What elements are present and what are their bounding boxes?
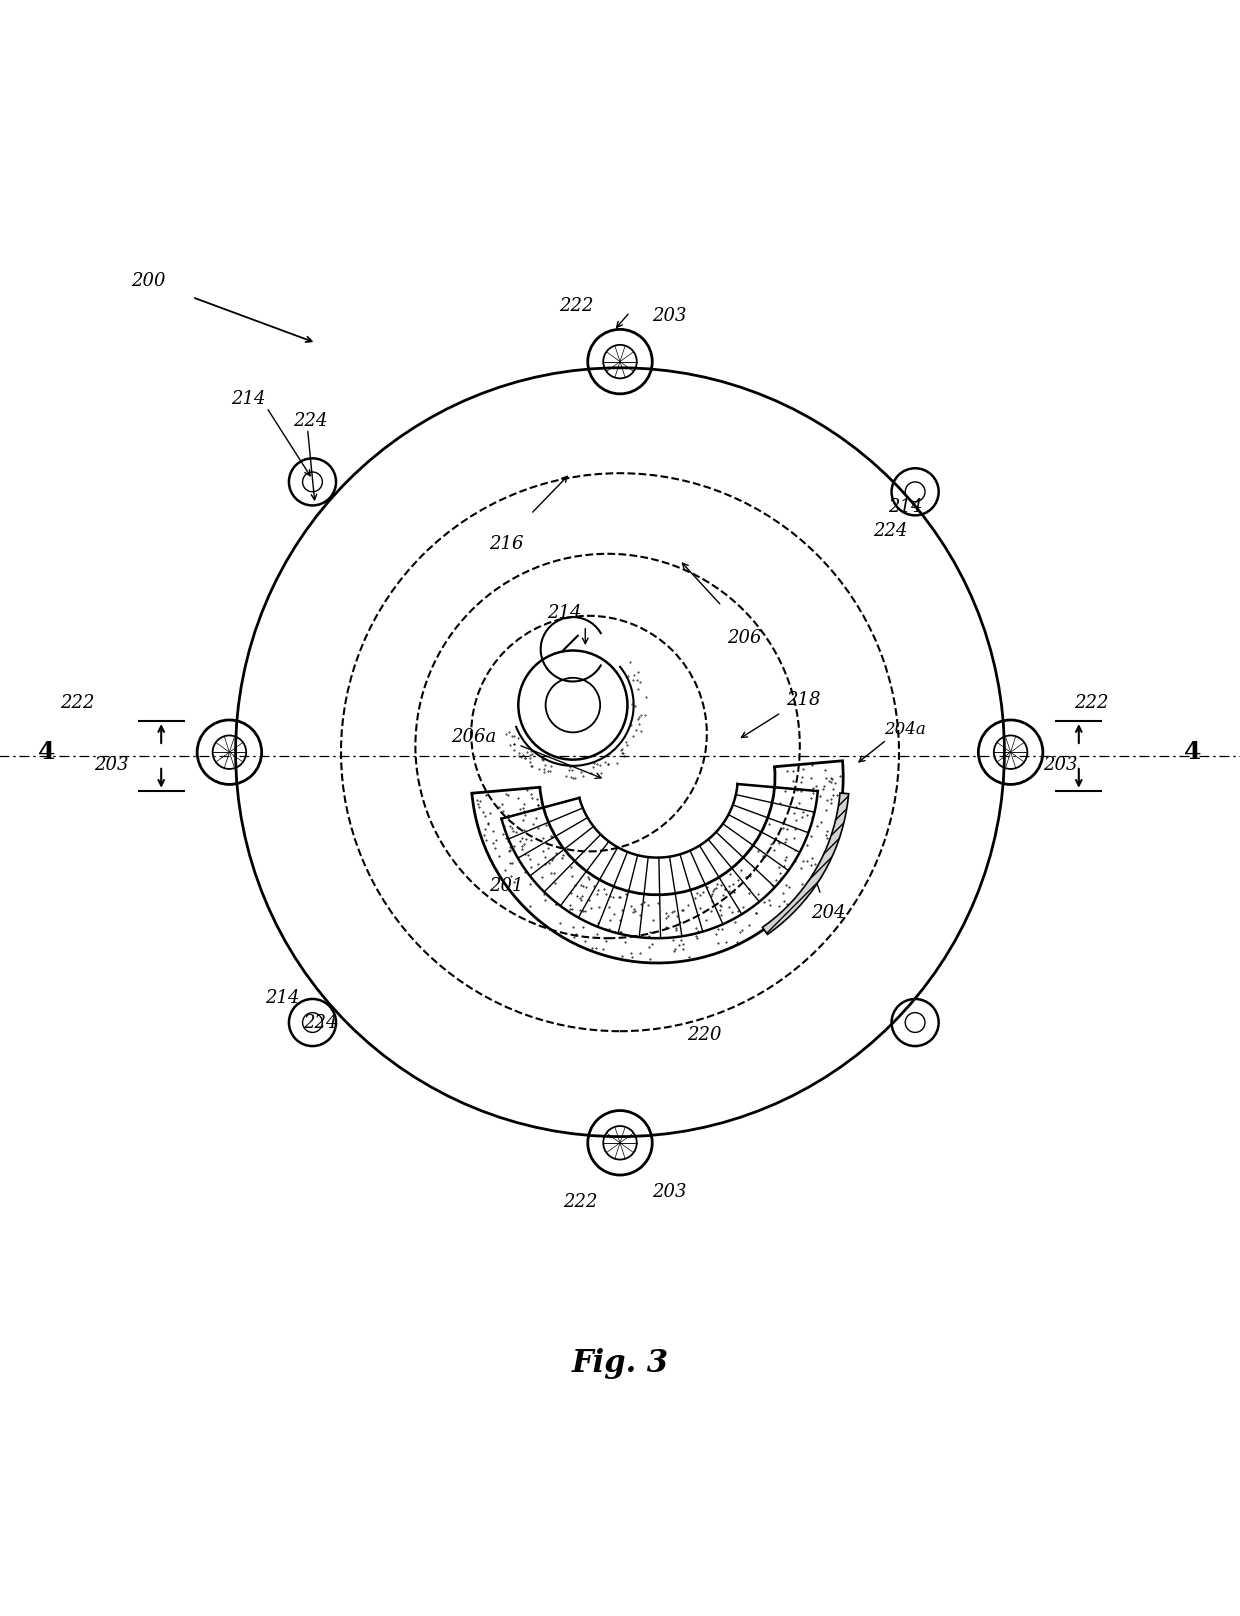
Text: 203: 203	[94, 756, 129, 774]
Text: 222: 222	[60, 693, 94, 711]
Text: 203: 203	[652, 307, 687, 325]
Text: 222: 222	[563, 1193, 598, 1212]
Text: Fig. 3: Fig. 3	[572, 1348, 668, 1378]
Text: 206: 206	[727, 629, 761, 646]
Text: 214: 214	[888, 498, 923, 516]
Text: 204: 204	[811, 905, 846, 923]
Text: 206a: 206a	[451, 729, 496, 747]
Text: 214: 214	[547, 604, 582, 622]
Text: 203: 203	[1043, 756, 1078, 774]
Text: 4: 4	[1184, 740, 1202, 764]
Text: 222: 222	[559, 297, 594, 315]
Text: 214: 214	[265, 989, 300, 1007]
Text: 218: 218	[786, 692, 821, 709]
Text: 200: 200	[131, 271, 166, 289]
Text: 224: 224	[303, 1013, 337, 1031]
Text: 204a: 204a	[884, 721, 926, 739]
Text: 222: 222	[1074, 693, 1109, 711]
Text: 203: 203	[652, 1183, 687, 1201]
Text: 201: 201	[489, 877, 523, 895]
Text: 220: 220	[687, 1026, 722, 1044]
Polygon shape	[763, 793, 848, 934]
Text: 216: 216	[489, 535, 523, 553]
Text: 4: 4	[38, 740, 56, 764]
Text: 224: 224	[293, 412, 327, 430]
Text: 214: 214	[231, 389, 265, 407]
Text: 224: 224	[873, 522, 908, 540]
